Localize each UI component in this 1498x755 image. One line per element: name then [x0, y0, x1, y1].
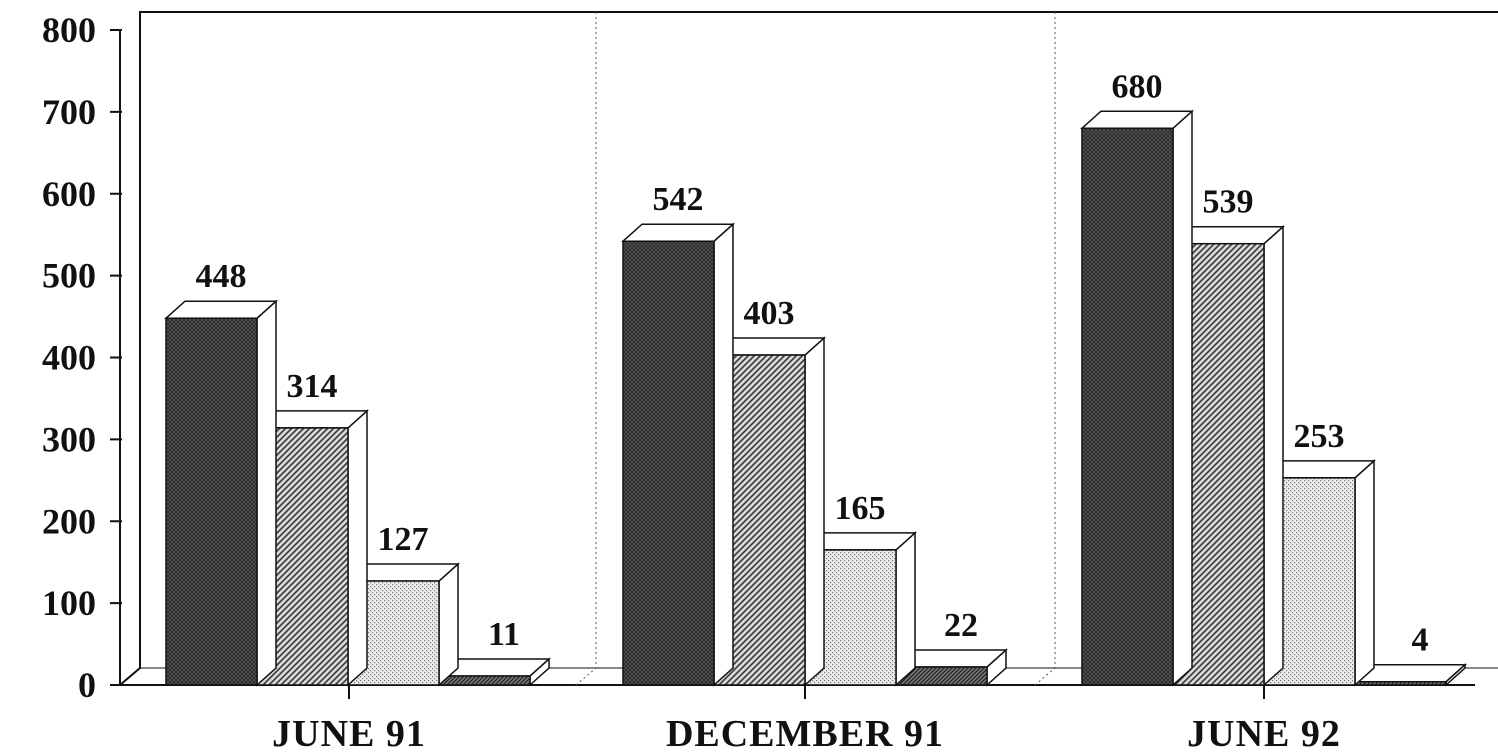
bar-side-face	[1263, 225, 1284, 687]
bar-side-face	[895, 531, 916, 687]
data-label: 165	[835, 490, 886, 527]
bar	[1080, 109, 1194, 687]
bar-top-face	[1080, 110, 1194, 129]
y-tick-label: 400	[42, 338, 96, 378]
y-tick-label: 0	[78, 665, 96, 705]
bar-side-face	[347, 409, 368, 687]
bar-front-face	[165, 317, 258, 686]
data-label: 127	[378, 521, 429, 558]
y-tick-label: 100	[42, 583, 96, 623]
y-tick-label: 700	[42, 92, 96, 132]
bar-top-face	[621, 223, 735, 242]
y-tick-label: 200	[42, 501, 96, 541]
x-axis-labels: JUNE 91 DECEMBER 91 JUNE 92	[272, 685, 1341, 755]
data-label: 22	[944, 607, 978, 644]
data-label: 542	[653, 181, 704, 218]
bar-side-face	[1354, 459, 1375, 687]
bar	[621, 222, 735, 687]
bars	[164, 109, 1467, 687]
bar-side-face	[713, 222, 734, 687]
data-label: 448	[196, 258, 247, 295]
x-tick-label: DECEMBER 91	[666, 713, 944, 755]
bar-side-face	[804, 336, 825, 687]
x-tick-label: JUNE 92	[1187, 713, 1341, 755]
data-label: 11	[488, 616, 520, 653]
data-label: 403	[744, 295, 795, 332]
y-axis: 0 100 200 300 400 500 600 700 800	[42, 10, 122, 705]
floor-separator	[1034, 667, 1056, 686]
bar-front-face	[1081, 127, 1174, 686]
floor-separator	[575, 667, 597, 686]
data-label: 4	[1412, 622, 1429, 659]
bar-front-face	[1354, 680, 1447, 686]
bar-side-face	[1172, 109, 1193, 687]
data-label: 253	[1294, 418, 1345, 455]
bar-front-face	[438, 675, 531, 686]
x-tick-label: JUNE 91	[272, 713, 426, 755]
y-tick-label: 300	[42, 419, 96, 459]
bar	[164, 299, 278, 687]
bar	[1353, 663, 1467, 687]
y-tick-label: 500	[42, 256, 96, 296]
bar-top-face	[164, 300, 278, 319]
y-tick-label: 600	[42, 174, 96, 214]
data-labels: 448 314 127 11 542 403 165 22 680 539 253 4	[196, 68, 1429, 658]
bar-side-face	[256, 299, 277, 687]
data-label: 539	[1203, 184, 1254, 221]
back-wall	[119, 11, 1498, 686]
y-tick-label: 800	[42, 10, 96, 50]
bar-front-face	[622, 240, 715, 686]
data-label: 314	[287, 368, 338, 405]
data-label: 680	[1112, 68, 1163, 105]
bar	[894, 648, 1008, 687]
bar-side-face	[438, 562, 459, 687]
